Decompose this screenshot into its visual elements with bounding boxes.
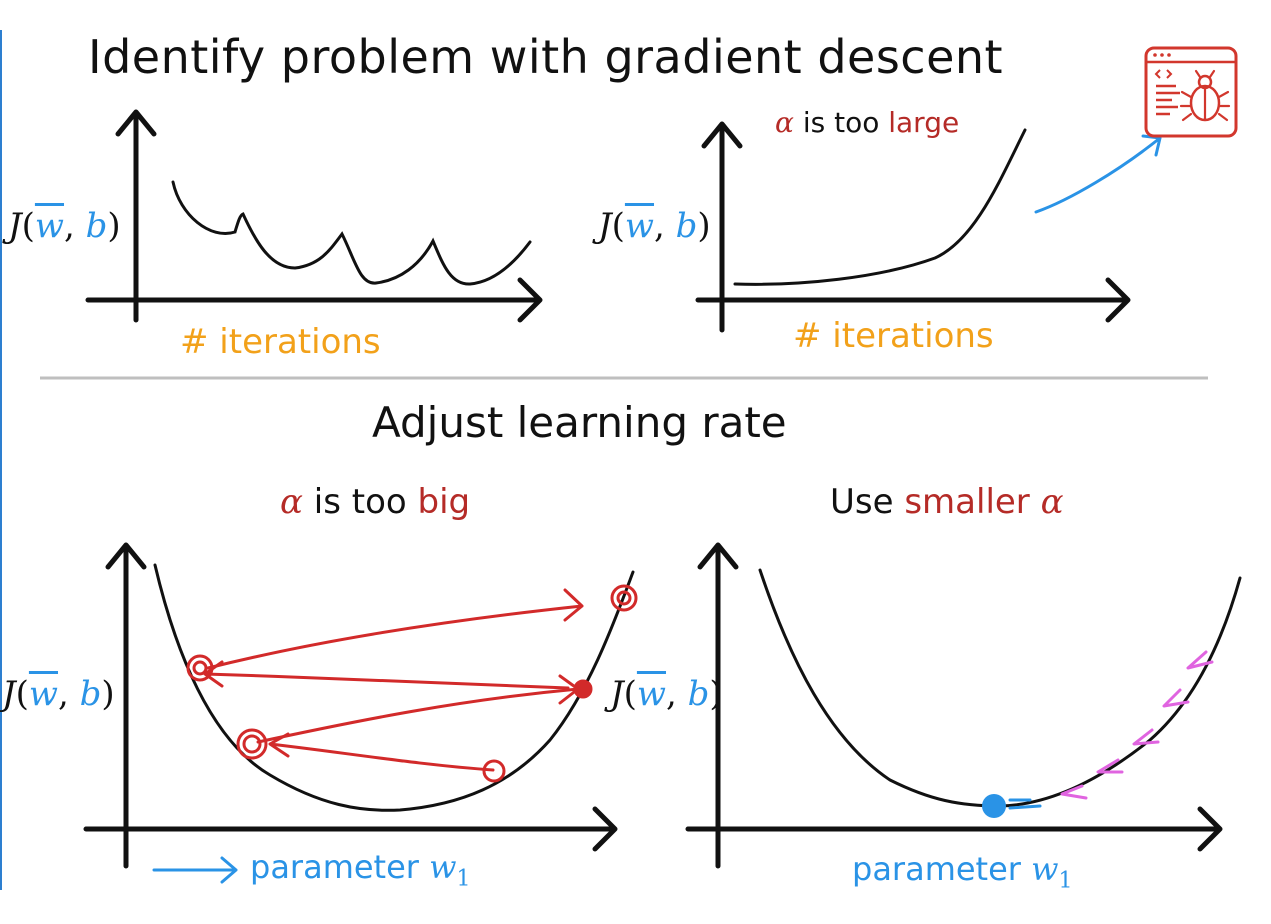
cost-curve-diverging [733,128,1027,286]
y-axis [115,109,157,323]
code-bug-icon [1144,46,1238,138]
left-border-line [0,30,2,890]
caption-bottom-right: Use smaller α [830,482,1064,522]
x-axis-label-top-right: # iterations [793,316,994,356]
cost-curve-bowl [758,568,1242,808]
converging-steps [1060,650,1214,800]
x-axis-label-top-left: # iterations [180,322,381,362]
x-axis [85,277,543,323]
parameter-label-bottom-right: parameter w1 [852,850,1073,894]
overshoot-points [186,584,638,783]
y-axis [701,121,743,333]
cost-axis-label-top-right: J(w, b) [598,206,711,246]
cost-axis-label-bottom-right: J(w, b) [610,674,723,714]
cost-curve-oscillating [171,180,532,286]
x-axis [685,806,1223,852]
plot-top-right [695,121,1162,333]
plot-bottom-left [83,542,638,884]
plot-bottom-right [685,542,1242,869]
parameter-arrow [152,856,238,884]
pointer-arrow [1034,134,1162,214]
cost-axis-label-bottom-left: J(w, b) [2,674,115,714]
page-title: Identify problem with gradient descent [88,30,1004,84]
converged-point [982,794,1042,818]
y-axis [697,542,739,869]
x-axis [695,277,1131,323]
parameter-label-bottom-left: parameter w1 [250,848,471,892]
caption-bottom-left: α is too big [280,482,471,522]
caption-top-right: α is too large [775,106,960,139]
section-title: Adjust learning rate [372,398,787,447]
y-axis [105,542,147,869]
x-axis [83,806,618,852]
plot-top-left [85,109,543,323]
overshoot-steps [203,588,584,772]
cost-axis-label-top-left: J(w, b) [8,206,121,246]
